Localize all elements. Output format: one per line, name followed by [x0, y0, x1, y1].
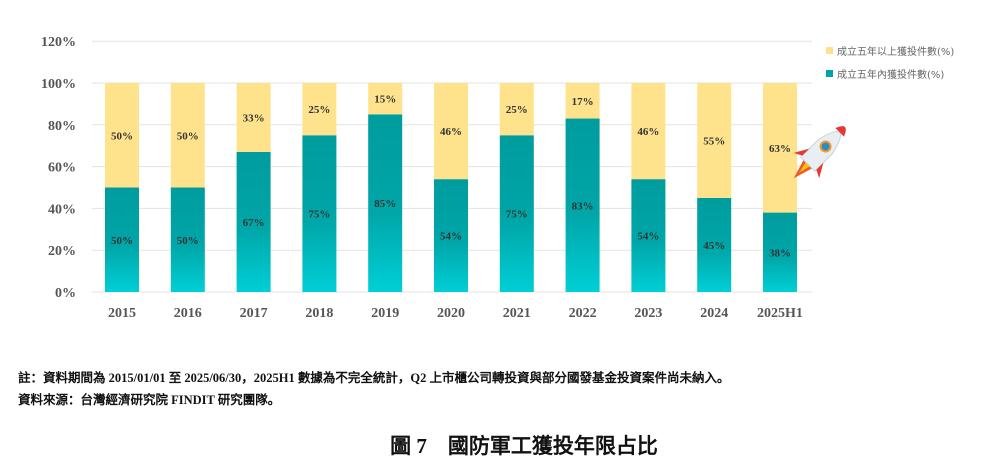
bar-within-five-years: [763, 212, 797, 292]
legend-label: 成立五年以上獲投件數(%): [837, 47, 955, 58]
bar-over-five-years: [565, 83, 600, 119]
data-label-over: 25%: [506, 104, 528, 116]
data-label-over: 25%: [308, 104, 330, 116]
bar-within-five-years: [170, 187, 205, 292]
figure-caption: 圖 7 國防軍工獲投年限占比: [390, 434, 658, 458]
bar-within-five-years: [236, 151, 271, 292]
x-tick-label: 2016: [174, 306, 202, 321]
bar-within-five-years: [434, 179, 468, 292]
data-label-over: 50%: [111, 130, 133, 142]
bar-over-five-years: [697, 83, 732, 198]
data-label-over: 55%: [703, 135, 725, 147]
data-label-within: 67%: [243, 217, 265, 229]
data-label-within: 85%: [374, 198, 396, 210]
x-tick-label: 2022: [569, 306, 597, 321]
x-tick-label: 2023: [634, 306, 662, 321]
data-label-within: 45%: [703, 240, 725, 252]
x-tick-label: 2020: [437, 306, 465, 321]
data-label-within: 50%: [177, 235, 199, 247]
bar-within-five-years: [499, 135, 534, 292]
legend-item-within-five-years: 成立五年內獲投件數(%): [826, 66, 944, 81]
y-tick-label: 60%: [48, 161, 76, 176]
data-label-within: 83%: [572, 200, 594, 212]
stacked-bar-chart: 0% 20% 40% 60% 80% 100% 120% 50% 50% 2015 50% 50% 20…: [41, 35, 846, 321]
bar-over-five-years: [763, 83, 797, 213]
data-label-over: 46%: [440, 126, 462, 138]
x-tick-label: 2015: [108, 306, 136, 321]
bar-over-five-years: [434, 83, 468, 180]
y-tick-label: 0%: [55, 286, 76, 301]
x-tick-label: 2024: [700, 306, 728, 321]
legend-swatch: [826, 70, 833, 77]
data-label-within: 50%: [111, 235, 133, 247]
y-tick-label: 40%: [48, 202, 76, 217]
bar-within-five-years: [697, 197, 732, 292]
bar-over-five-years: [236, 83, 271, 152]
y-tick-label: 20%: [48, 244, 76, 259]
x-tick-label: 2019: [371, 306, 399, 321]
bar-over-five-years: [170, 83, 205, 188]
footnote: 註：資料期間為 2015/01/01 至 2025/06/30，2025H1 數…: [18, 371, 730, 385]
data-label-over: 33%: [243, 112, 265, 124]
data-label-within: 75%: [506, 209, 528, 221]
bar-over-five-years: [499, 83, 534, 136]
bar-over-five-years: [631, 83, 666, 180]
y-tick-label: 80%: [48, 119, 76, 134]
x-tick-label: 2025H1: [757, 306, 803, 321]
data-label-over: 63%: [769, 143, 791, 155]
data-label-over: 15%: [374, 94, 396, 106]
data-label-within: 75%: [308, 209, 330, 221]
bar-within-five-years: [105, 187, 139, 292]
x-tick-label: 2018: [305, 306, 333, 321]
bar-within-five-years: [302, 135, 337, 292]
data-label-within: 38%: [769, 247, 791, 259]
bar-over-five-years: [368, 83, 403, 115]
y-tick-label: 100%: [41, 77, 76, 92]
data-label-over: 50%: [177, 130, 199, 142]
source-note: 資料來源：台灣經濟研究院 FINDIT 研究團隊。: [18, 393, 281, 407]
bar-within-five-years: [631, 179, 666, 292]
bar-within-five-years: [565, 118, 600, 292]
data-label-within: 54%: [637, 231, 659, 243]
x-tick-label: 2021: [503, 306, 531, 321]
legend-item-over-five-years: 成立五年以上獲投件數(%): [826, 43, 954, 58]
data-label-over: 46%: [637, 126, 659, 138]
bar-within-five-years: [368, 114, 403, 292]
data-label-over: 17%: [572, 96, 594, 108]
bar-over-five-years: [302, 83, 337, 136]
rocket-icon: [793, 126, 846, 179]
data-label-within: 54%: [440, 231, 462, 243]
bar-over-five-years: [105, 83, 139, 188]
legend-label: 成立五年內獲投件數(%): [837, 70, 945, 81]
legend-swatch: [826, 47, 833, 54]
x-tick-label: 2017: [240, 306, 268, 321]
y-tick-label: 120%: [41, 35, 76, 50]
